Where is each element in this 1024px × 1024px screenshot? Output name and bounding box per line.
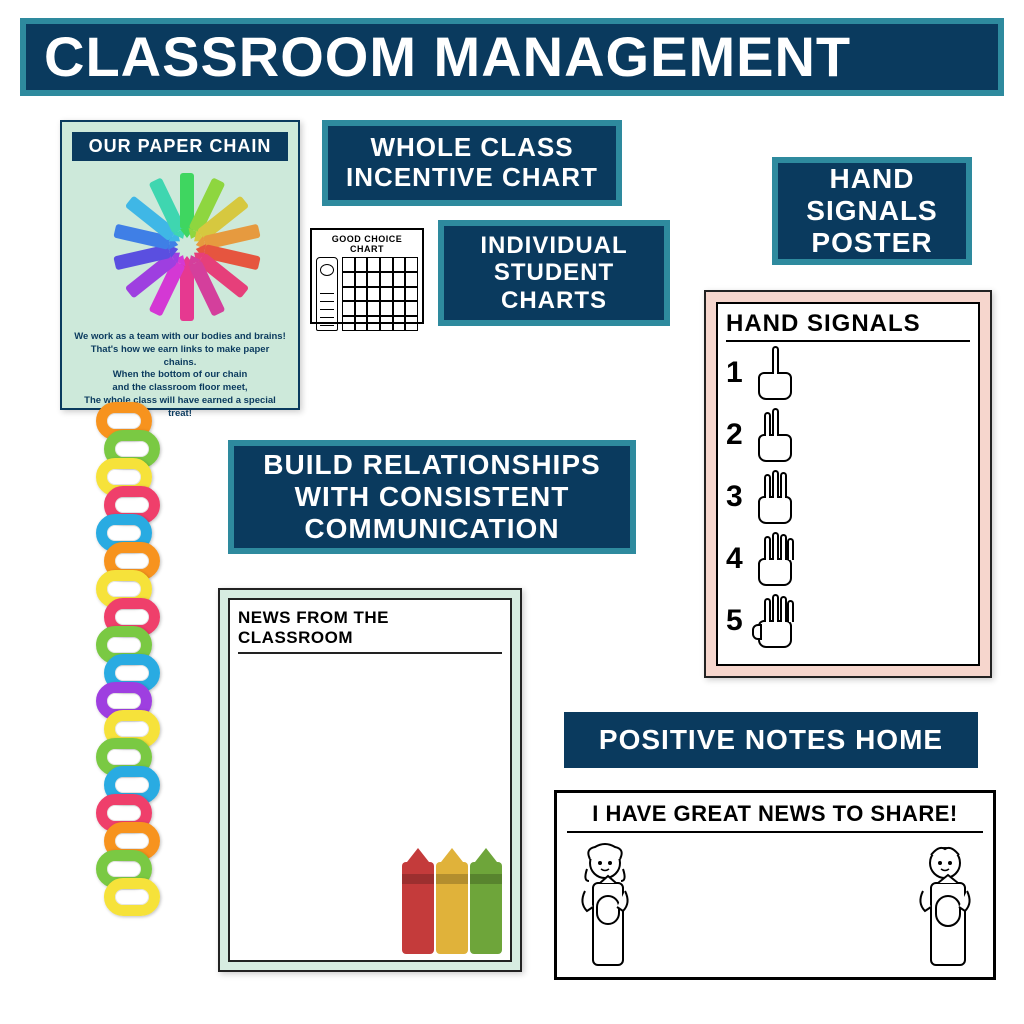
great-news-title: I HAVE GREAT NEWS TO SHARE! — [567, 801, 983, 833]
grid-cell — [355, 301, 368, 316]
grid-cell — [367, 287, 380, 302]
grid-cell — [355, 287, 368, 302]
grid-cell — [355, 257, 368, 272]
hand-number: 1 — [726, 356, 748, 390]
chain-link — [104, 878, 160, 916]
grid-cell — [355, 316, 368, 331]
grid-cell — [367, 272, 380, 287]
grid-cell — [393, 301, 406, 316]
paper-chain-title: OUR PAPER CHAIN — [72, 132, 288, 161]
grid-cell — [380, 301, 393, 316]
grid-cell — [367, 316, 380, 331]
grid-cell — [342, 301, 355, 316]
hand-signal-row: 5 — [726, 590, 970, 652]
news-title: NEWS FROM THE CLASSROOM — [238, 608, 502, 654]
crayon-wheel-icon — [100, 167, 260, 327]
grid-cell — [393, 316, 406, 331]
kid-boy-icon — [905, 841, 985, 971]
grid-cell — [367, 257, 380, 272]
grid-cell — [342, 287, 355, 302]
hand-number: 4 — [726, 542, 748, 576]
paper-chain-poster: OUR PAPER CHAIN We work as a team with o… — [60, 120, 300, 410]
grid-cell — [405, 287, 418, 302]
label-hand-signals: HANDSIGNALSPOSTER — [772, 157, 972, 265]
crayon-icon — [402, 862, 434, 954]
crayon-icon — [316, 257, 338, 331]
page-title: CLASSROOM MANAGEMENT — [20, 18, 1004, 96]
grid-cell — [393, 257, 406, 272]
grid-cell — [342, 272, 355, 287]
label-individual-charts: INDIVIDUALSTUDENTCHARTS — [438, 220, 670, 326]
hand-icon — [752, 408, 798, 462]
grid-cell — [380, 257, 393, 272]
grid-cell — [393, 287, 406, 302]
hand-icon — [752, 470, 798, 524]
hand-signal-row: 2 — [726, 404, 970, 466]
grid-cell — [405, 316, 418, 331]
label-incentive-chart: WHOLE CLASSINCENTIVE CHART — [322, 120, 622, 206]
grid-cell — [393, 272, 406, 287]
crayon-icon — [436, 862, 468, 954]
label-build-relationships: BUILD RELATIONSHIPSWITH CONSISTENTCOMMUN… — [228, 440, 636, 554]
grid-cell — [342, 257, 355, 272]
hand-number: 5 — [726, 604, 748, 638]
great-news-card: I HAVE GREAT NEWS TO SHARE! — [554, 790, 996, 980]
grid-cell — [405, 301, 418, 316]
good-choice-grid — [342, 257, 418, 331]
hand-signals-title: HAND SIGNALS — [726, 310, 970, 342]
hand-signal-row: 3 — [726, 466, 970, 528]
grid-cell — [380, 316, 393, 331]
paper-chain-links — [100, 412, 156, 916]
hand-number: 2 — [726, 418, 748, 452]
hand-icon — [752, 532, 798, 586]
hand-signal-row: 1 — [726, 342, 970, 404]
grid-cell — [405, 272, 418, 287]
news-from-classroom-card: NEWS FROM THE CLASSROOM — [218, 588, 522, 972]
good-choice-chart: GOOD CHOICE CHART — [310, 228, 424, 324]
hand-icon — [752, 346, 798, 400]
grid-cell — [380, 272, 393, 287]
grid-cell — [380, 287, 393, 302]
grid-cell — [355, 272, 368, 287]
hand-signals-poster: HAND SIGNALS 1 2 3 4 5 — [704, 290, 992, 678]
hand-number: 3 — [726, 480, 748, 514]
hand-icon — [752, 594, 798, 648]
label-positive-notes: POSITIVE NOTES HOME — [564, 712, 978, 768]
good-choice-title: GOOD CHOICE CHART — [316, 234, 418, 254]
crayons-icon — [402, 862, 502, 954]
hand-signal-row: 4 — [726, 528, 970, 590]
grid-cell — [342, 316, 355, 331]
kid-girl-icon — [565, 841, 645, 971]
grid-cell — [405, 257, 418, 272]
crayon-icon — [470, 862, 502, 954]
grid-cell — [367, 301, 380, 316]
